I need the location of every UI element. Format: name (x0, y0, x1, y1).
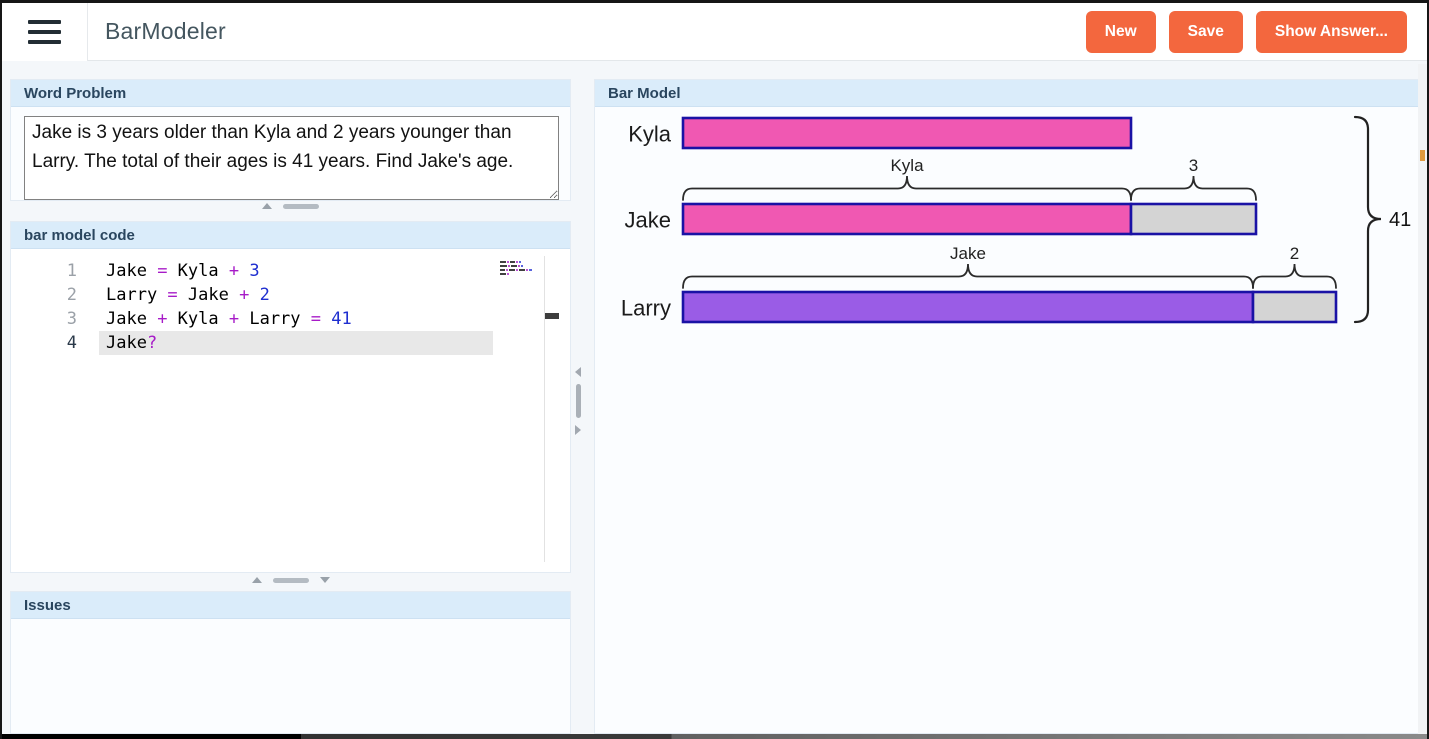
total-brace (1353, 115, 1382, 324)
bar-model-title: Bar Model (608, 84, 681, 102)
bar-model-panel: Bar Model Kyla Jake Kyla 3 Larry Jake 2 41 (594, 79, 1419, 734)
issues-header: Issues (11, 592, 570, 619)
collapse-up-icon[interactable] (251, 577, 262, 583)
brace-label-2: 2 (1290, 244, 1299, 263)
code-token: + (157, 309, 178, 329)
code-token: 2 (259, 285, 270, 305)
code-token: Larry (106, 285, 168, 305)
collapse-right-icon[interactable] (575, 425, 581, 435)
hamburger-menu-button[interactable] (2, 3, 88, 61)
brace (682, 263, 1254, 289)
new-button[interactable]: New (1085, 10, 1156, 53)
bar-segment-larry-gray[interactable] (1251, 290, 1338, 324)
code-panel-title: bar model code (24, 226, 135, 244)
code-token: Jake (106, 261, 158, 281)
line-number: 3 (66, 309, 77, 329)
code-token: 41 (331, 309, 352, 329)
code-token: = (167, 285, 188, 305)
code-token: Larry (249, 309, 311, 329)
brace (682, 175, 1132, 201)
vertical-drag-handle[interactable] (575, 384, 581, 418)
horizontal-drag-handle[interactable] (272, 577, 309, 583)
line-number: 2 (66, 285, 77, 305)
code-splitter (10, 575, 571, 585)
code-line[interactable]: Jake? (99, 331, 493, 355)
overview-ruler[interactable] (544, 256, 559, 562)
issues-panel: Issues (10, 591, 571, 734)
code-token: Jake (187, 285, 240, 305)
brace (1130, 175, 1257, 201)
horizontal-drag-handle[interactable] (283, 203, 319, 209)
minimap-line (500, 269, 532, 271)
app-bar: BarModeler New Save Show Answer... (2, 3, 1427, 61)
line-number: 1 (66, 261, 77, 281)
code-lines: Jake = Kyla + 3 Larry = Jake + 2 Jake + Ky… (99, 259, 493, 355)
bar-model-header: Bar Model (595, 80, 1418, 107)
word-problem-splitter (10, 201, 571, 211)
bar-segment-larry-purple[interactable] (681, 290, 1255, 324)
word-problem-body: Jake is 3 years older than Kyla and 2 ye… (11, 107, 570, 200)
code-gutter: 1 2 3 4 (25, 259, 77, 355)
save-button[interactable]: Save (1168, 10, 1243, 53)
bar-row-label-larry: Larry (621, 296, 671, 321)
code-token: = (310, 309, 332, 329)
bar-row-label-kyla: Kyla (628, 122, 672, 147)
collapse-left-icon[interactable] (575, 367, 581, 377)
code-token: Jake (106, 309, 158, 329)
code-token: + (239, 285, 260, 305)
code-token: Jake (106, 333, 147, 353)
line-number: 4 (66, 333, 77, 353)
code-token: Kyla (177, 309, 229, 329)
code-line[interactable]: Jake + Kyla + Larry = 41 (106, 307, 493, 331)
bar-model-canvas[interactable]: Kyla Jake Kyla 3 Larry Jake 2 41 (595, 107, 1418, 733)
brace (1252, 263, 1337, 289)
word-problem-panel: Word Problem Jake is 3 years older than … (10, 79, 571, 201)
bar-model-body: Kyla Jake Kyla 3 Larry Jake 2 41 (595, 107, 1418, 733)
menu-icon (28, 19, 61, 24)
column-splitter (571, 367, 585, 435)
collapse-up-icon[interactable] (262, 203, 272, 209)
page-scrollbar[interactable] (1418, 64, 1427, 734)
brace-label-jake: Jake (950, 244, 986, 263)
brace-label-3: 3 (1189, 156, 1198, 175)
code-token: = (157, 261, 178, 281)
total-label: 41 (1389, 209, 1411, 231)
code-token: Kyla (177, 261, 229, 281)
cursor-position-marker (545, 313, 559, 319)
show-answer-button[interactable]: Show Answer... (1255, 10, 1407, 53)
window-bottom-edge (2, 734, 1427, 739)
code-line[interactable]: Jake = Kyla + 3 (106, 259, 493, 283)
minimap-line (500, 261, 532, 263)
word-problem-header: Word Problem (11, 80, 570, 107)
minimap[interactable] (500, 261, 532, 277)
scrollbar-annotation-marker (1420, 150, 1425, 161)
code-token: + (228, 261, 250, 281)
code-token: 3 (249, 261, 260, 281)
word-problem-title: Word Problem (24, 84, 127, 102)
menu-icon (28, 39, 61, 44)
code-token: ? (146, 333, 158, 353)
code-line[interactable]: Larry = Jake + 2 (106, 283, 493, 307)
word-problem-textarea[interactable]: Jake is 3 years older than Kyla and 2 ye… (24, 116, 559, 200)
menu-icon (28, 29, 61, 34)
minimap-line (500, 273, 532, 275)
bar-segment-jake-pink[interactable] (681, 202, 1133, 236)
app-bar-buttons: New Save Show Answer... (1085, 10, 1407, 53)
issues-title: Issues (24, 596, 71, 614)
code-panel-header: bar model code (11, 222, 570, 249)
code-token: + (228, 309, 250, 329)
app-title: BarModeler (105, 18, 226, 44)
bar-row-label-jake: Jake (625, 208, 671, 233)
collapse-down-icon[interactable] (319, 577, 330, 583)
bar-segment-kyla-pink[interactable] (681, 116, 1133, 150)
bar-segment-jake-gray[interactable] (1129, 202, 1258, 236)
brace-label-kyla: Kyla (890, 156, 924, 175)
minimap-line (500, 265, 532, 267)
